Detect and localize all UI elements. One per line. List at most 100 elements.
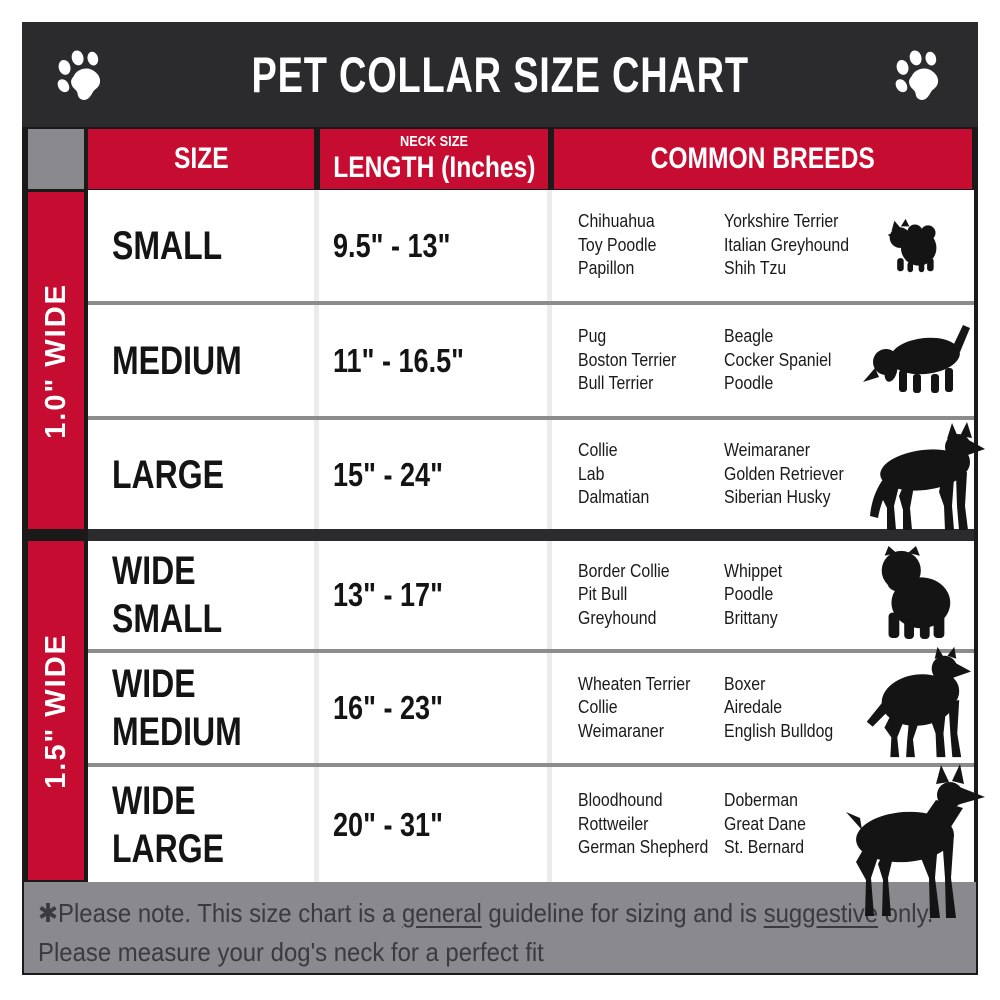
size-label: WIDE MEDIUM xyxy=(112,653,288,763)
size-label-text: WIDE MEDIUM xyxy=(112,662,242,754)
breed-name: Brittany xyxy=(724,607,778,628)
doberman-dog-silhouette-icon xyxy=(846,764,985,918)
breed-name: Lab xyxy=(578,463,605,484)
breed-name: Boxer xyxy=(724,673,766,694)
breed-name: Weimaraner xyxy=(578,720,664,741)
size-label-text: LARGE xyxy=(112,452,224,497)
table-row-small: SMALL 9.5" - 13" Chihuahua Toy Poodle Pa… xyxy=(88,190,974,301)
breeds-column-right: Doberman Great Dane St. Bernard xyxy=(724,767,884,882)
breed-name: Greyhound xyxy=(578,607,657,628)
size-label: WIDE SMALL xyxy=(112,541,288,649)
breed-name: Dalmatian xyxy=(578,487,650,508)
breed-name: Collie xyxy=(578,697,618,718)
breed-name: Rottweiler xyxy=(578,813,649,834)
footer-text: only. xyxy=(878,898,934,928)
table-row-wide-large: WIDE LARGE 20" - 31" Bloodhound Rottweil… xyxy=(88,767,974,882)
size-label-text: MEDIUM xyxy=(112,338,242,383)
column-header-label: SIZE xyxy=(173,142,229,175)
breed-name: Shih Tzu xyxy=(724,258,787,279)
breeds-column-right: Beagle Cocker Spaniel Poodle xyxy=(724,305,884,416)
breeds-column-right: Yorkshire Terrier Italian Greyhound Shih… xyxy=(724,190,884,301)
breed-name: Border Collie xyxy=(578,560,670,581)
size-label: LARGE xyxy=(112,420,288,529)
paw-print-icon xyxy=(895,49,939,100)
breeds-column-right: Boxer Airedale English Bulldog xyxy=(724,653,884,763)
size-label-text: SMALL xyxy=(112,223,223,268)
breed-name: Boston Terrier xyxy=(578,349,677,370)
breed-name: Cocker Spaniel xyxy=(724,349,832,370)
breed-name: Collie xyxy=(578,440,618,461)
breed-name: Doberman xyxy=(724,790,798,811)
breed-name: Bloodhound xyxy=(578,790,663,811)
neck-size-text: 9.5" - 13" xyxy=(333,226,451,264)
breeds-column-left: Bloodhound Rottweiler German Shepherd xyxy=(578,767,723,882)
breeds-column-left: Collie Lab Dalmatian xyxy=(578,420,723,529)
neck-size-value: 20" - 31" xyxy=(333,767,543,882)
size-label: WIDE LARGE xyxy=(112,767,288,882)
breed-name: Toy Poodle xyxy=(578,234,657,255)
breed-name: Yorkshire Terrier xyxy=(724,211,839,232)
breed-name: Weimaraner xyxy=(724,440,810,461)
neck-size-text: 11" - 16.5" xyxy=(333,341,464,379)
breeds-column-left: Chihuahua Toy Poodle Papillon xyxy=(578,190,723,301)
row-divider xyxy=(88,763,974,767)
row-divider xyxy=(88,649,974,653)
corner-spacer xyxy=(28,129,84,189)
width-strip-label: 1.5" WIDE xyxy=(39,632,72,789)
neck-size-text: 20" - 31" xyxy=(333,805,443,843)
breed-name: Bull Terrier xyxy=(578,373,654,394)
breed-name: Siberian Husky xyxy=(724,487,831,508)
breed-name: Poodle xyxy=(724,584,774,605)
table-row-wide-medium: WIDE MEDIUM 16" - 23" Wheaten Terrier Co… xyxy=(88,653,974,763)
breed-name: St. Bernard xyxy=(724,837,805,858)
pitbull-dog-silhouette-icon xyxy=(866,646,972,758)
breed-name: Golden Retriever xyxy=(724,463,844,484)
row-divider xyxy=(88,416,974,420)
neck-size-text: 15" - 24" xyxy=(333,455,443,493)
breeds-column-left: Wheaten Terrier Collie Weimaraner xyxy=(578,653,723,763)
small-fluffy-dog-silhouette-icon xyxy=(887,218,937,273)
breed-name: Pit Bull xyxy=(578,584,628,605)
width-strip-1-5-inch: 1.5" WIDE xyxy=(28,541,84,880)
column-header-label: COMMON BREEDS xyxy=(650,142,876,175)
breed-name: Pug xyxy=(578,326,607,347)
size-label-text: WIDE SMALL xyxy=(112,549,223,641)
neck-size-value: 13" - 17" xyxy=(333,541,543,649)
column-header-common-breeds: COMMON BREEDS xyxy=(554,129,972,189)
chart-header: PET COLLAR SIZE CHART xyxy=(22,22,978,127)
breed-name: Chihuahua xyxy=(578,211,655,232)
paw-print-icon xyxy=(57,49,101,100)
footer-note: ✱Please note. This size chart is a gener… xyxy=(24,882,976,973)
footer-line-2: Please measure your dog's neck for a per… xyxy=(38,937,544,967)
breed-name: Great Dane xyxy=(724,813,806,834)
breed-name: English Bulldog xyxy=(724,720,834,741)
shepherd-dog-silhouette-icon xyxy=(870,422,985,530)
width-strip-label: 1.0" WIDE xyxy=(39,282,72,439)
width-strip-1-inch: 1.0" WIDE xyxy=(28,192,84,529)
page-title: PET COLLAR SIZE CHART xyxy=(251,46,749,103)
neck-size-caption: NECK SIZE xyxy=(399,133,468,150)
size-label-text: WIDE LARGE xyxy=(112,778,224,871)
neck-size-text: 13" - 17" xyxy=(333,576,443,613)
breed-name: Poodle xyxy=(724,373,774,394)
neck-size-value: 15" - 24" xyxy=(333,420,543,529)
column-header-label: LENGTH (Inches) xyxy=(332,151,536,184)
section-divider xyxy=(88,529,974,541)
breeds-column-right: Whippet Poodle Brittany xyxy=(724,541,884,649)
breed-name: Wheaten Terrier xyxy=(578,673,691,694)
breed-name: Italian Greyhound xyxy=(724,234,850,255)
breed-name: Beagle xyxy=(724,326,774,347)
column-header-neck-size: NECK SIZE LENGTH (Inches) xyxy=(320,129,548,189)
breed-name: Whippet xyxy=(724,560,783,581)
footer-line-1: ✱Please note. This size chart is a gener… xyxy=(38,894,933,933)
footer-text: guideline for sizing and is xyxy=(481,898,764,928)
neck-size-text: 16" - 23" xyxy=(333,689,443,726)
breed-name: German Shepherd xyxy=(578,837,709,858)
neck-size-value: 11" - 16.5" xyxy=(333,305,543,416)
breed-name: Airedale xyxy=(724,697,783,718)
table-row-medium: MEDIUM 11" - 16.5" Pug Boston Terrier Bu… xyxy=(88,305,974,416)
beagle-dog-silhouette-icon xyxy=(863,325,970,393)
breeds-column-right: Weimaraner Golden Retriever Siberian Hus… xyxy=(724,420,884,529)
breeds-column-left: Pug Boston Terrier Bull Terrier xyxy=(578,305,723,416)
